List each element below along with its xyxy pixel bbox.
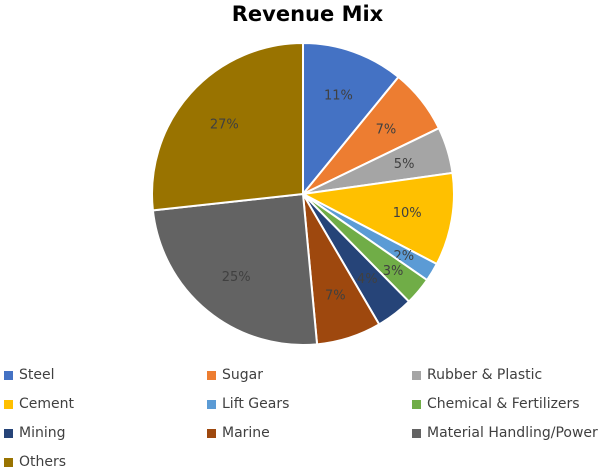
data-label: 5% — [394, 157, 415, 172]
legend-label: Others — [19, 454, 67, 470]
legend-item: Cement — [4, 394, 74, 414]
legend-swatch — [4, 370, 13, 380]
legend-label: Cement — [19, 396, 75, 412]
pie-chart: 11%7%5%10%2%3%4%7%25%27% — [151, 41, 455, 346]
legend-item: Others — [4, 452, 66, 472]
legend-swatch — [4, 399, 13, 409]
legend-item: Rubber & Plastic — [412, 365, 542, 385]
legend-label: Marine — [222, 425, 270, 441]
legend-item: Sugar — [207, 365, 263, 385]
data-label: 10% — [393, 206, 422, 221]
legend-swatch — [207, 370, 216, 380]
pie-slice-cement — [299, 171, 455, 266]
legend-swatch — [412, 370, 421, 380]
legend-item: Steel — [4, 365, 55, 385]
legend-label: Chemical & Fertilizers — [427, 396, 580, 412]
legend-swatch — [4, 428, 13, 438]
legend-label: Lift Gears — [222, 396, 290, 412]
data-label: 3% — [383, 264, 404, 279]
legend-swatch — [4, 457, 13, 467]
legend-item: Mining — [4, 423, 66, 443]
legend-swatch — [207, 399, 216, 409]
legend-item: Marine — [207, 423, 270, 443]
legend-swatch — [207, 428, 216, 438]
data-label: 11% — [324, 88, 353, 103]
legend-label: Mining — [19, 425, 66, 441]
chart-title: Revenue Mix — [231, 2, 384, 26]
legend-label: Rubber & Plastic — [427, 367, 543, 383]
data-label: 25% — [222, 270, 251, 285]
pie-slice-material-handling-power — [151, 192, 319, 346]
data-label: 7% — [325, 289, 346, 304]
legend-swatch — [412, 428, 421, 438]
legend-item: Chemical & Fertilizers — [412, 394, 580, 414]
legend-swatch — [412, 399, 421, 409]
legend-label: Sugar — [222, 367, 263, 383]
pie-slice-steel — [302, 41, 400, 197]
legend-label: Steel — [19, 367, 55, 383]
data-label: 7% — [376, 122, 397, 137]
pie-slice-others — [151, 41, 304, 212]
data-label: 4% — [357, 272, 378, 287]
legend: Steel Sugar Rubber & Plastic Cement Lift Gea… — [0, 362, 615, 471]
legend-label: Material Handling/Power — [427, 425, 598, 441]
legend-item: Material Handling/Power — [412, 423, 598, 443]
data-label: 27% — [210, 117, 239, 132]
legend-item: Lift Gears — [207, 394, 289, 414]
